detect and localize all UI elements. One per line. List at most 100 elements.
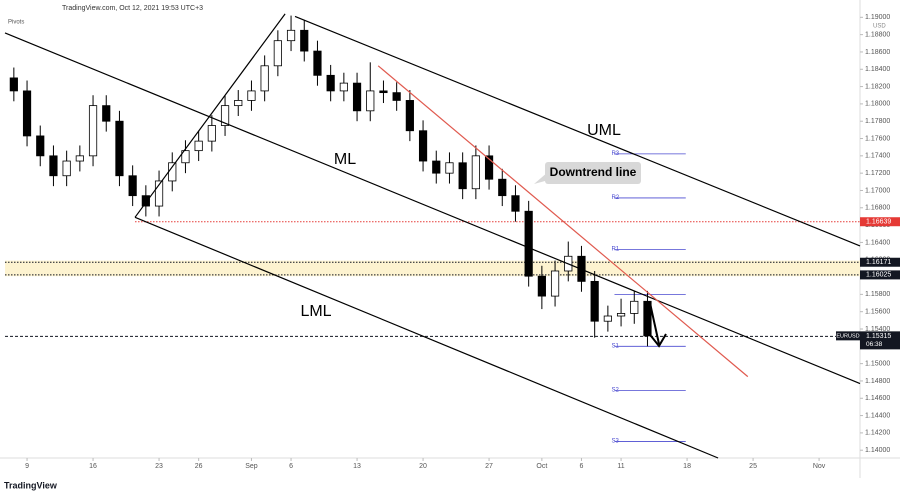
x-tick-label: 16: [89, 463, 97, 470]
candle-body: [366, 90, 375, 112]
callout: [534, 162, 641, 184]
y-tick-label: 1.18600: [865, 49, 890, 56]
candle-body: [128, 175, 137, 197]
x-tick-label: 11: [617, 463, 624, 470]
candle-body: [537, 275, 546, 297]
x-tick-label: 6: [289, 463, 293, 470]
candle-body: [603, 315, 612, 322]
trend-line: [294, 15, 861, 247]
pivot-label: R2: [611, 195, 619, 201]
price-tag-label: 1.15315: [866, 333, 891, 340]
candle-body: [550, 270, 560, 297]
y-tick-label: 1.15600: [865, 309, 890, 316]
trend-line-label: LML: [300, 303, 331, 320]
candle-body: [22, 90, 32, 137]
candle-body: [616, 313, 626, 317]
candle-body: [511, 195, 520, 212]
pivot-label: R1: [611, 246, 619, 252]
candle-body: [405, 100, 414, 132]
y-tick-label: 1.15800: [865, 291, 890, 298]
symbol-label: EURUSD: [836, 333, 859, 339]
candle-body: [379, 90, 388, 94]
candle-body: [220, 105, 230, 126]
pivot-label: R3: [611, 151, 619, 157]
candle-body: [49, 155, 58, 177]
callout-text: Downtrend line: [550, 165, 637, 179]
candle-body: [630, 300, 639, 314]
x-tick-label: 6: [580, 463, 584, 470]
candle-body: [524, 210, 533, 277]
y-tick-label: 1.18800: [865, 31, 890, 38]
candle-body: [168, 162, 177, 182]
candle-body: [286, 29, 296, 42]
trend-line: [377, 65, 749, 378]
candle-body: [207, 125, 216, 142]
candle-body: [62, 160, 71, 177]
candle-body: [471, 155, 480, 190]
symbol-tag: [836, 331, 860, 341]
pivot-label: S1: [611, 343, 619, 349]
candle-body: [88, 105, 98, 157]
candle-body: [643, 300, 652, 337]
trend-line-label: ML: [334, 151, 356, 168]
x-tick-label: 23: [155, 463, 163, 470]
candle-body: [300, 29, 309, 52]
candle-body: [247, 90, 256, 101]
y-tick-label: 1.18200: [865, 83, 890, 90]
candle-body: [181, 150, 190, 164]
trend-line-label: UML: [587, 122, 621, 139]
y-tick-label: 1.17400: [865, 153, 890, 160]
candle-body: [273, 40, 282, 67]
price-tag-label: 1.16171: [866, 259, 891, 266]
candle-body: [141, 195, 150, 207]
candle-body: [102, 105, 111, 122]
candle-body: [260, 65, 269, 92]
indicator-name: Pivots: [8, 20, 24, 26]
candle-body: [339, 82, 348, 92]
arrow: [649, 302, 667, 348]
price-tag: [860, 270, 900, 280]
price-tag-label: 1.16025: [866, 272, 891, 279]
candle-body: [194, 140, 203, 152]
zone: [5, 260, 860, 277]
y-tick-label: 1.14000: [865, 447, 890, 454]
pivot-label: S3: [611, 439, 619, 445]
x-tick-label: Sep: [245, 463, 258, 470]
brand: TradingView: [4, 480, 58, 490]
price-tag: [860, 217, 900, 227]
y-tick-label: 1.19000: [865, 14, 890, 21]
y-tick-label: 1.17600: [865, 135, 890, 142]
y-tick-label: 1.16400: [865, 239, 890, 246]
pivot-label: S2: [611, 388, 619, 394]
callout-box: [545, 162, 641, 184]
candle-body: [352, 82, 362, 112]
y-tick-label: 1.15400: [865, 326, 890, 333]
y-tick-label: 1.18000: [865, 101, 890, 108]
candle-body: [9, 77, 18, 92]
candle-body: [445, 162, 454, 174]
header: TradingView.com, Oct 12, 2021 19:53 UTC+…: [62, 5, 203, 12]
y-tick-label: 1.14600: [865, 395, 890, 402]
candle-body: [418, 130, 428, 162]
candle-body: [326, 74, 335, 92]
candle-body: [234, 100, 243, 107]
candle-body: [590, 280, 599, 322]
trend-line: [4, 32, 861, 385]
candle-body: [154, 180, 164, 207]
candle-body: [115, 120, 124, 177]
y-tick-label: 1.17000: [865, 187, 890, 194]
x-tick-label: Nov: [813, 463, 826, 470]
price-tag-label: 1.16639: [866, 219, 891, 226]
x-tick-label: Oct: [536, 463, 547, 470]
countdown: 06:38: [866, 341, 883, 348]
x-tick-label: 20: [419, 463, 427, 470]
candle-body: [313, 50, 322, 76]
x-tick-label: 27: [485, 463, 493, 470]
y-tick-label: 1.17200: [865, 170, 890, 177]
y-tick-label: 1.18400: [865, 66, 890, 73]
candle-body: [498, 178, 507, 197]
candle-body: [432, 160, 441, 174]
x-tick-label: 26: [195, 463, 203, 470]
